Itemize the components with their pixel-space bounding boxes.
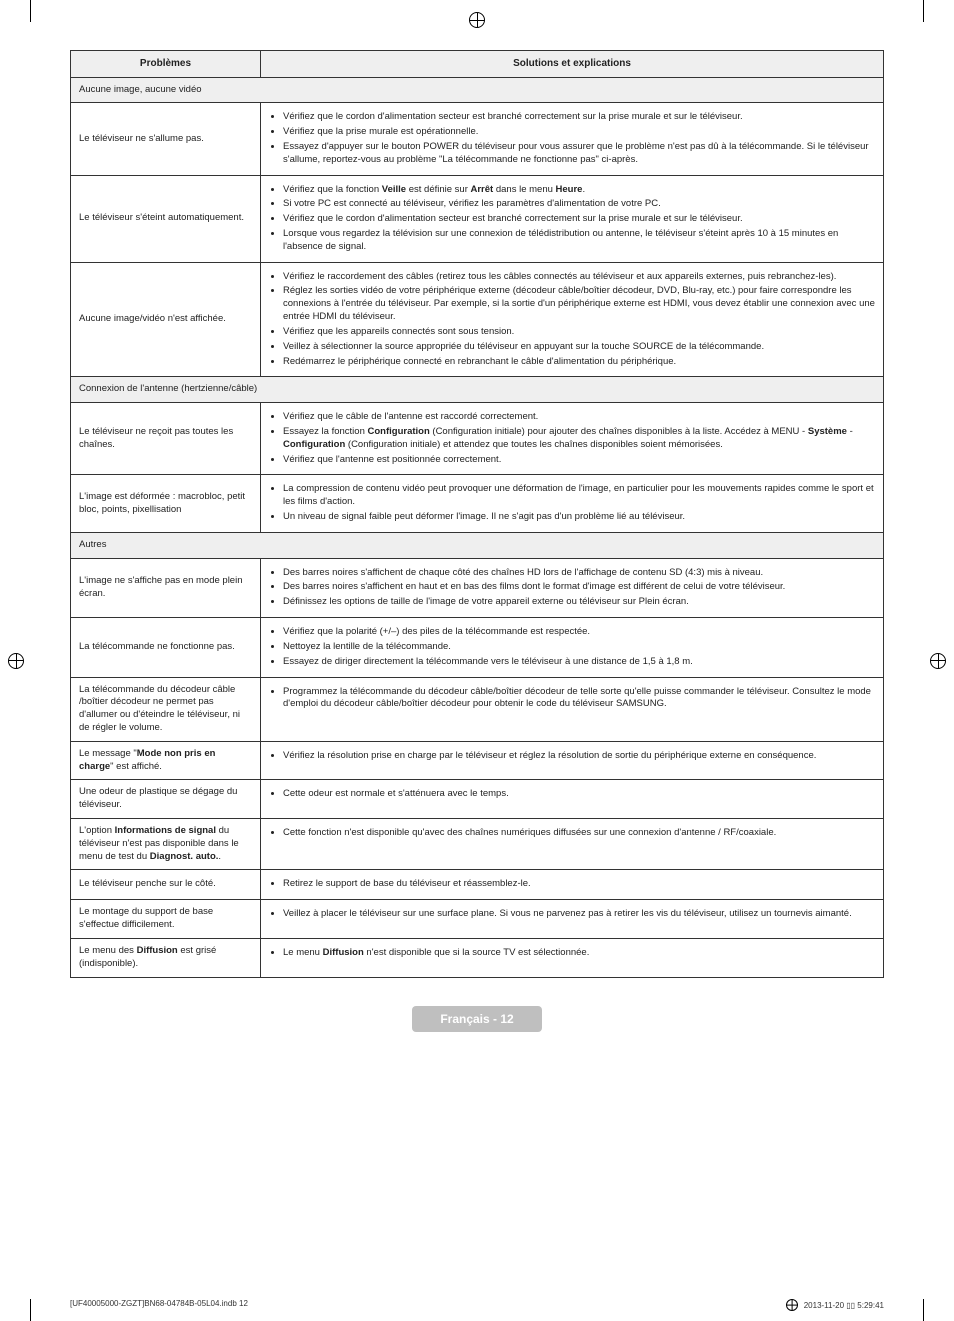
problem-cell: Le menu des Diffusion est grisé (indispo… <box>71 938 261 977</box>
bullet: Vérifiez que la prise murale est opérati… <box>283 126 875 139</box>
solution-cell: Cette odeur est normale et s'atténuera a… <box>261 780 884 819</box>
bullet: Cette odeur est normale et s'atténuera a… <box>283 788 875 801</box>
problem-cell: Le téléviseur s'éteint automatiquement. <box>71 175 261 262</box>
section-other: Autres <box>71 532 884 558</box>
solution-cell: La compression de contenu vidéo peut pro… <box>261 475 884 532</box>
crop-mark-tl <box>30 0 53 22</box>
bullet: Le menu Diffusion n'est disponible que s… <box>283 947 875 960</box>
troubleshooting-table: Problèmes Solutions et explications Aucu… <box>70 50 884 978</box>
bullet: Vérifiez que le câble de l'antenne est r… <box>283 411 875 424</box>
table-row: Le menu des Diffusion est grisé (indispo… <box>71 938 884 977</box>
bullet: Vérifiez que les appareils connectés son… <box>283 326 875 339</box>
solution-cell: Des barres noires s'affichent de chaque … <box>261 558 884 617</box>
bullet: Définissez les options de taille de l'im… <box>283 596 875 609</box>
problem-cell: La télécommande du décodeur câble /boîti… <box>71 677 261 741</box>
bullet: Essayez la fonction Configuration (Confi… <box>283 426 875 452</box>
bullet: Vérifiez la résolution prise en charge p… <box>283 750 875 763</box>
problem-cell: Le montage du support de base s'effectue… <box>71 900 261 939</box>
solution-cell: Vérifiez que la fonction Veille est défi… <box>261 175 884 262</box>
table-row: Aucune image/vidéo n'est affichée. Vérif… <box>71 262 884 377</box>
bullet: Veillez à sélectionner la source appropr… <box>283 341 875 354</box>
table-row: Le téléviseur penche sur le côté. Retire… <box>71 870 884 900</box>
bullet: Si votre PC est connecté au téléviseur, … <box>283 198 875 211</box>
solution-cell: Vérifiez que la polarité (+/–) des piles… <box>261 618 884 677</box>
bullet: Lorsque vous regardez la télévision sur … <box>283 228 875 254</box>
problem-cell: Le téléviseur ne s'allume pas. <box>71 103 261 175</box>
section-antenna: Connexion de l'antenne (hertzienne/câble… <box>71 377 884 403</box>
crop-mark-br <box>901 1299 924 1321</box>
bullet: Vérifiez que le cordon d'alimentation se… <box>283 213 875 226</box>
table-row: Le téléviseur s'éteint automatiquement. … <box>71 175 884 262</box>
solution-cell: Vérifiez le raccordement des câbles (ret… <box>261 262 884 377</box>
problem-cell: Le téléviseur ne reçoit pas toutes les c… <box>71 403 261 475</box>
problem-cell: La télécommande ne fonctionne pas. <box>71 618 261 677</box>
solution-cell: Programmez la télécommande du décodeur c… <box>261 677 884 741</box>
bullet: La compression de contenu vidéo peut pro… <box>283 483 875 509</box>
crop-mark-bl <box>30 1299 53 1321</box>
table-row: Le téléviseur ne s'allume pas. Vérifiez … <box>71 103 884 175</box>
bullet: Un niveau de signal faible peut déformer… <box>283 511 875 524</box>
section-title: Connexion de l'antenne (hertzienne/câble… <box>71 377 884 403</box>
solution-cell: Vérifiez que le câble de l'antenne est r… <box>261 403 884 475</box>
bullet: Réglez les sorties vidéo de votre périph… <box>283 285 875 323</box>
table-row: L'image ne s'affiche pas en mode plein é… <box>71 558 884 617</box>
problem-cell: L'image est déformée : macrobloc, petit … <box>71 475 261 532</box>
bullet: Essayez d'appuyer sur le bouton POWER du… <box>283 141 875 167</box>
bullet: Veillez à placer le téléviseur sur une s… <box>283 908 875 921</box>
solution-cell: Vérifiez que le cordon d'alimentation se… <box>261 103 884 175</box>
bullet: Des barres noires s'affichent de chaque … <box>283 567 875 580</box>
bullet: Cette fonction n'est disponible qu'avec … <box>283 827 875 840</box>
table-row: Le message "Mode non pris en charge" est… <box>71 741 884 780</box>
bullet: Programmez la télécommande du décodeur c… <box>283 686 875 712</box>
bullet: Vérifiez le raccordement des câbles (ret… <box>283 271 875 284</box>
solution-cell: Retirez le support de base du téléviseur… <box>261 870 884 900</box>
table-row: La télécommande du décodeur câble /boîti… <box>71 677 884 741</box>
registration-mark-top <box>469 12 485 28</box>
header-problems: Problèmes <box>71 51 261 78</box>
table-row: Le montage du support de base s'effectue… <box>71 900 884 939</box>
bullet: Essayez de diriger directement la téléco… <box>283 656 875 669</box>
footer-badge: Français - 12 <box>412 1006 542 1032</box>
registration-mark-right <box>930 653 946 669</box>
table-row: La télécommande ne fonctionne pas. Vérif… <box>71 618 884 677</box>
header-solutions: Solutions et explications <box>261 51 884 78</box>
section-title: Aucune image, aucune vidéo <box>71 77 884 103</box>
solution-cell: Le menu Diffusion n'est disponible que s… <box>261 938 884 977</box>
bullet: Nettoyez la lentille de la télécommande. <box>283 641 875 654</box>
print-right: 2013-11-20 ▯▯ 5:29:41 <box>804 1301 884 1310</box>
solution-cell: Veillez à placer le téléviseur sur une s… <box>261 900 884 939</box>
table-row: Une odeur de plastique se dégage du télé… <box>71 780 884 819</box>
registration-mark-left <box>8 653 24 669</box>
crop-mark-tr <box>901 0 924 22</box>
bullet: Retirez le support de base du téléviseur… <box>283 878 875 891</box>
print-left: [UF40005000-ZGZT]BN68-04784B-05L04.indb … <box>70 1299 248 1311</box>
bullet: Redémarrez le périphérique connecté en r… <box>283 356 875 369</box>
table-row: L'image est déformée : macrobloc, petit … <box>71 475 884 532</box>
bullet: Vérifiez que le cordon d'alimentation se… <box>283 111 875 124</box>
problem-cell: Le téléviseur penche sur le côté. <box>71 870 261 900</box>
bullet: Vérifiez que la fonction Veille est défi… <box>283 184 875 197</box>
problem-cell: Une odeur de plastique se dégage du télé… <box>71 780 261 819</box>
solution-cell: Vérifiez la résolution prise en charge p… <box>261 741 884 780</box>
section-title: Autres <box>71 532 884 558</box>
problem-cell: L'image ne s'affiche pas en mode plein é… <box>71 558 261 617</box>
solution-cell: Cette fonction n'est disponible qu'avec … <box>261 819 884 870</box>
section-no-image: Aucune image, aucune vidéo <box>71 77 884 103</box>
table-row: L'option Informations de signal du télév… <box>71 819 884 870</box>
print-footer: [UF40005000-ZGZT]BN68-04784B-05L04.indb … <box>70 1299 884 1311</box>
table-row: Le téléviseur ne reçoit pas toutes les c… <box>71 403 884 475</box>
problem-cell: Aucune image/vidéo n'est affichée. <box>71 262 261 377</box>
problem-cell: L'option Informations de signal du télév… <box>71 819 261 870</box>
bullet: Vérifiez que la polarité (+/–) des piles… <box>283 626 875 639</box>
bullet: Vérifiez que l'antenne est positionnée c… <box>283 454 875 467</box>
registration-mark-bottom-icon <box>786 1299 798 1311</box>
bullet: Des barres noires s'affichent en haut et… <box>283 581 875 594</box>
problem-cell: Le message "Mode non pris en charge" est… <box>71 741 261 780</box>
